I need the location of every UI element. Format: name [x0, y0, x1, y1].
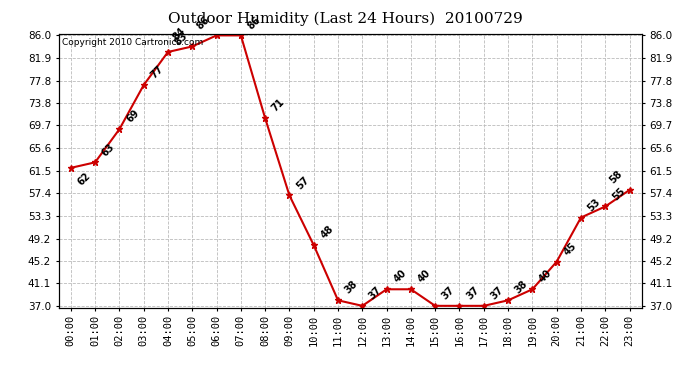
- Text: 58: 58: [608, 169, 624, 186]
- Text: Copyright 2010 Cartronics.com: Copyright 2010 Cartronics.com: [61, 38, 203, 47]
- Text: 63: 63: [100, 141, 117, 158]
- Text: 53: 53: [586, 196, 602, 213]
- Text: 40: 40: [538, 268, 554, 285]
- Text: 48: 48: [319, 224, 335, 241]
- Text: 84: 84: [170, 26, 187, 42]
- Text: 37: 37: [464, 285, 481, 302]
- Text: 40: 40: [416, 268, 433, 285]
- Text: 69: 69: [124, 108, 141, 125]
- Text: 86: 86: [195, 14, 211, 31]
- Text: 83: 83: [172, 31, 190, 48]
- Text: Outdoor Humidity (Last 24 Hours)  20100729: Outdoor Humidity (Last 24 Hours) 2010072…: [168, 11, 522, 26]
- Text: 37: 37: [367, 285, 384, 302]
- Text: 37: 37: [489, 285, 505, 302]
- Text: 71: 71: [270, 97, 286, 114]
- Text: 45: 45: [562, 241, 578, 257]
- Text: 40: 40: [391, 268, 408, 285]
- Text: 38: 38: [513, 279, 530, 296]
- Text: 62: 62: [76, 171, 92, 187]
- Text: 57: 57: [295, 174, 311, 191]
- Text: 55: 55: [610, 186, 627, 202]
- Text: 77: 77: [148, 64, 165, 81]
- Text: 86: 86: [246, 14, 262, 31]
- Text: 37: 37: [440, 285, 457, 302]
- Text: 38: 38: [343, 279, 359, 296]
